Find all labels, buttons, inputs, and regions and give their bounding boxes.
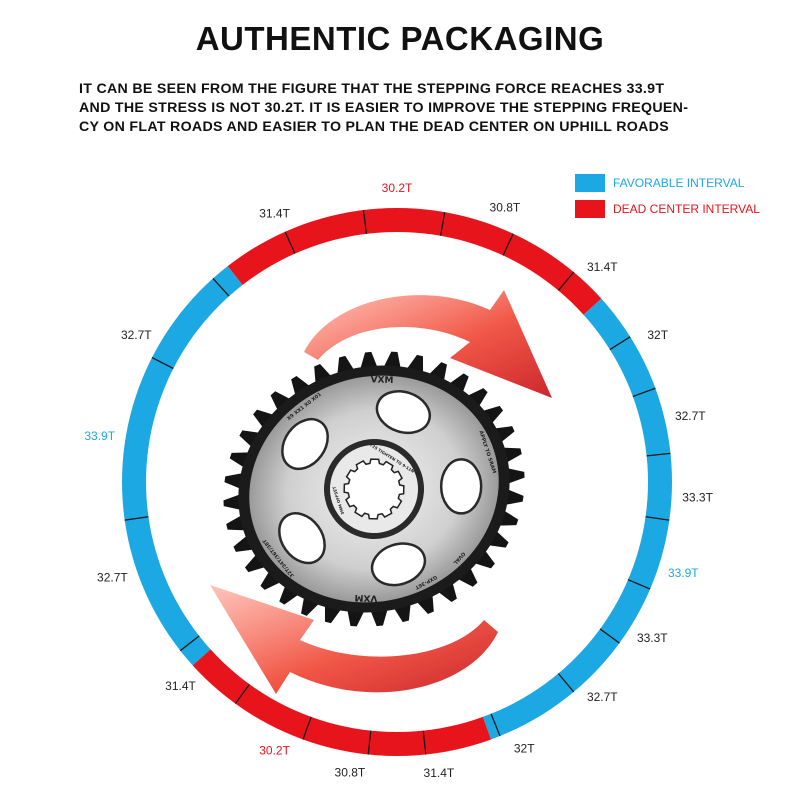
ring-label: 31.4T: [424, 766, 455, 780]
chainring-inscription: VXM: [354, 592, 377, 603]
ring-label: 32.7T: [97, 571, 128, 585]
chainring-cutout: [281, 417, 329, 471]
chainring-cutout: [439, 458, 483, 515]
chainring-spline: [343, 458, 405, 520]
ring-label: 33.3T: [682, 490, 713, 504]
ring-label: 31.4T: [259, 206, 290, 220]
ring-tick: [151, 357, 174, 370]
ring-label: 32.7T: [121, 328, 152, 342]
chainring-cutouts: [278, 390, 483, 587]
legend-swatch-favorable: [575, 174, 605, 192]
ring-tick: [557, 271, 575, 291]
ring-tick: [599, 628, 620, 644]
ring-label: 32T: [514, 742, 535, 756]
ring-tick: [212, 277, 230, 297]
ring-tick: [646, 452, 671, 457]
ring-tick: [234, 683, 250, 705]
description-text: IT CAN BE SEEN FROM THE FIGURE THAT THE …: [79, 80, 779, 137]
ring-tick: [627, 579, 651, 590]
chainring-cutout: [375, 390, 432, 435]
ring-label: 33.9T: [668, 566, 699, 580]
legend-swatch-dead-center: [575, 200, 605, 218]
ring-labels: 30.2T 30.8T 31.4T 32T 32.7T 33.3T 33.9T 33.3T 32…: [84, 181, 713, 780]
chainring-cutout: [278, 512, 326, 565]
ring-segment-favorable: [482, 298, 672, 740]
ring-segment-dead: [192, 649, 492, 756]
stress-ring: [122, 208, 672, 756]
rotation-arrow-top: [304, 290, 552, 398]
ring-label: 33.3T: [637, 631, 668, 645]
rotation-arrow-bottom: [210, 585, 498, 694]
ring-tick: [422, 730, 427, 755]
ring-ticks: [124, 209, 671, 755]
legend-dead-center: DEAD CENTER INTERVAL: [575, 200, 795, 218]
ring-tick: [632, 387, 656, 398]
ring-tick: [609, 336, 631, 351]
ring-label: 31.4T: [165, 679, 196, 693]
ring-label: 32.7T: [675, 409, 706, 423]
ring-tick: [302, 716, 312, 740]
ring-label: 33.9T: [84, 429, 115, 443]
page-title: AUTHENTIC PACKAGING: [195, 20, 605, 57]
legend-favorable: FAVORABLE INTERVAL: [575, 174, 795, 192]
ring-tick: [284, 231, 296, 254]
ring-label: 32.7T: [587, 690, 618, 704]
ring-label: 30.2T: [382, 181, 413, 195]
ring-label: 30.2T: [259, 744, 290, 758]
ring-label: 32T: [647, 328, 668, 342]
description-line: IT CAN BE SEEN FROM THE FIGURE THAT THE …: [79, 81, 665, 97]
ring-tick: [490, 713, 501, 737]
ring-label: 30.8T: [490, 201, 521, 215]
legend-label-dead-center: DEAD CENTER INTERVAL: [613, 202, 760, 216]
ring-tick: [645, 516, 670, 521]
ring-tick: [502, 233, 514, 256]
ring-segment-dead: [227, 208, 602, 315]
ring-tick: [179, 635, 200, 652]
chainring-inscription: VXM: [370, 375, 393, 386]
ring-tick: [362, 209, 368, 234]
ring-tick: [439, 212, 446, 236]
description-line: AND THE STRESS IS NOT 30.2T. IT IS EASIE…: [79, 100, 689, 116]
ring-label: 31.4T: [587, 260, 618, 274]
description-line: CY ON FLAT ROADS AND EASIER TO PLAN THE …: [79, 119, 669, 135]
ring-tick: [367, 730, 372, 755]
ring-tick: [557, 673, 575, 693]
ring-tick: [124, 516, 149, 521]
legend-label-favorable: FAVORABLE INTERVAL: [613, 176, 745, 190]
chainring-cutout: [370, 542, 427, 587]
ring-label: 30.8T: [335, 765, 366, 779]
ring-segment-favorable: [122, 266, 243, 666]
